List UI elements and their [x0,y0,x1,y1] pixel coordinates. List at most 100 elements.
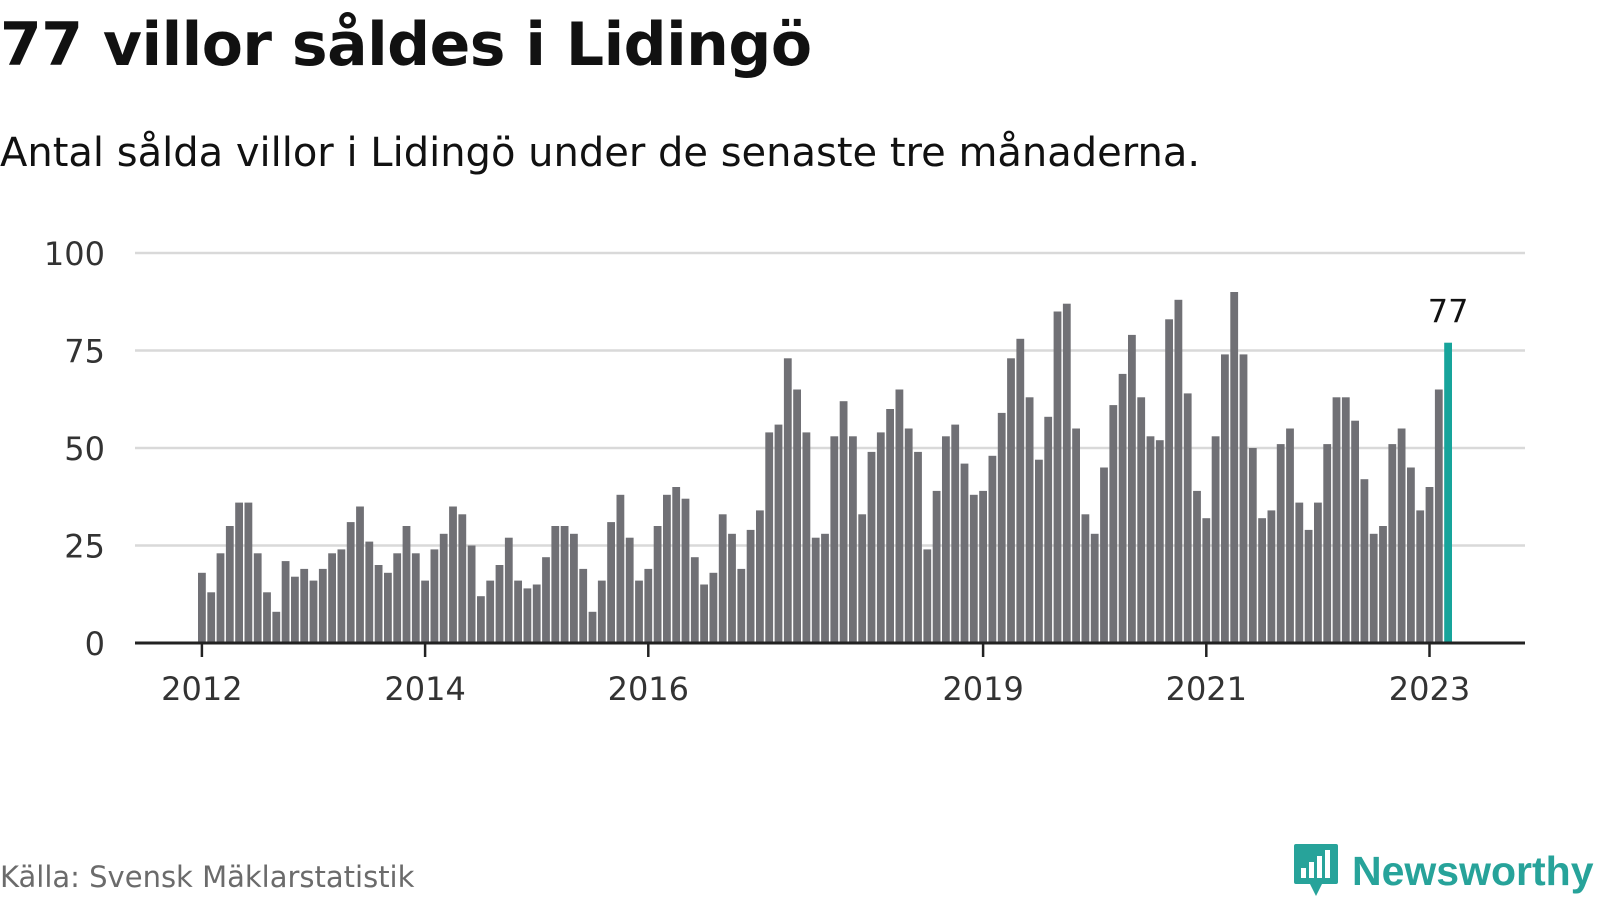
bar [1276,444,1285,643]
bar [653,526,662,643]
bar [895,389,904,643]
bar [1434,389,1443,643]
bar [932,490,941,643]
bar [1062,303,1071,643]
bar [1351,420,1359,643]
bar [1090,533,1099,643]
brand-logo[interactable]: Newsworthy [1292,842,1594,900]
bar [467,545,476,643]
bar [830,436,839,643]
bar [1267,510,1276,643]
bar [756,510,764,643]
bar [867,451,876,643]
x-tick-label: 2012 [161,670,242,708]
bar [988,455,997,643]
bar [346,522,355,643]
bar [1044,416,1053,643]
x-tick-label: 2019 [942,670,1023,708]
bar [225,526,234,643]
chart-subtitle: Antal sålda villor i Lidingö under de se… [0,130,1201,176]
bar [291,576,299,643]
bar [681,498,690,643]
bar [216,553,225,643]
bar [625,537,634,643]
bar [1007,358,1015,643]
bar [690,557,699,643]
bar [607,522,615,643]
bar [551,526,560,643]
bar [523,588,532,643]
bar [979,490,987,643]
bar [1137,397,1146,643]
bar [328,553,336,643]
bar [421,580,429,643]
x-tick-label: 2021 [1166,670,1247,708]
y-tick-label: 50 [64,430,105,468]
bar [207,592,216,643]
bar [783,358,792,643]
bar [718,514,727,643]
bar [514,580,522,643]
newsworthy-logo-icon [1294,844,1338,896]
bar [439,533,448,643]
y-tick-label: 100 [44,235,105,273]
x-tick-label: 2014 [384,670,465,708]
bar [1230,292,1239,643]
bar [821,533,829,643]
bar [1369,533,1378,643]
bar [597,580,606,643]
bar [365,541,374,643]
bar [393,553,402,643]
bar [588,611,597,643]
bar [198,572,206,643]
bar [309,580,318,643]
data-labels: 77 [1428,293,1469,331]
bar [1072,428,1080,643]
bar [672,487,681,643]
bar [281,561,290,643]
bar [942,436,950,643]
bar [728,533,736,643]
bar [886,409,894,643]
bar [1053,311,1062,643]
bar [1183,393,1192,643]
bar [532,584,541,643]
bar [300,568,309,643]
bar [570,533,578,643]
bar [504,537,513,643]
bar [1016,338,1025,643]
bar [839,401,848,643]
bar [1146,436,1155,643]
bar [411,553,420,643]
bar [1388,444,1397,643]
bar [486,580,495,643]
bar [700,584,708,643]
bar [542,557,550,643]
bar [318,568,327,643]
bar [746,529,755,643]
bar [1416,510,1425,643]
bar [1118,373,1127,643]
bar [1332,397,1341,643]
bar [923,549,932,643]
bar [272,611,281,643]
bar [644,568,653,643]
bar [1425,487,1434,643]
highlight-value-label: 77 [1428,293,1469,331]
bar [969,494,978,643]
bar [904,428,913,643]
bar [253,553,262,643]
bar [1407,467,1415,643]
bar [495,565,504,643]
bar [1248,448,1257,643]
bar [1314,502,1322,643]
bar [1081,514,1090,643]
bar [1109,405,1118,643]
bar [774,424,783,643]
bar [1211,436,1220,643]
bar [1165,319,1173,643]
bar [876,432,885,643]
bar [811,537,820,643]
source-note: Källa: Svensk Mäklarstatistik [0,860,415,894]
